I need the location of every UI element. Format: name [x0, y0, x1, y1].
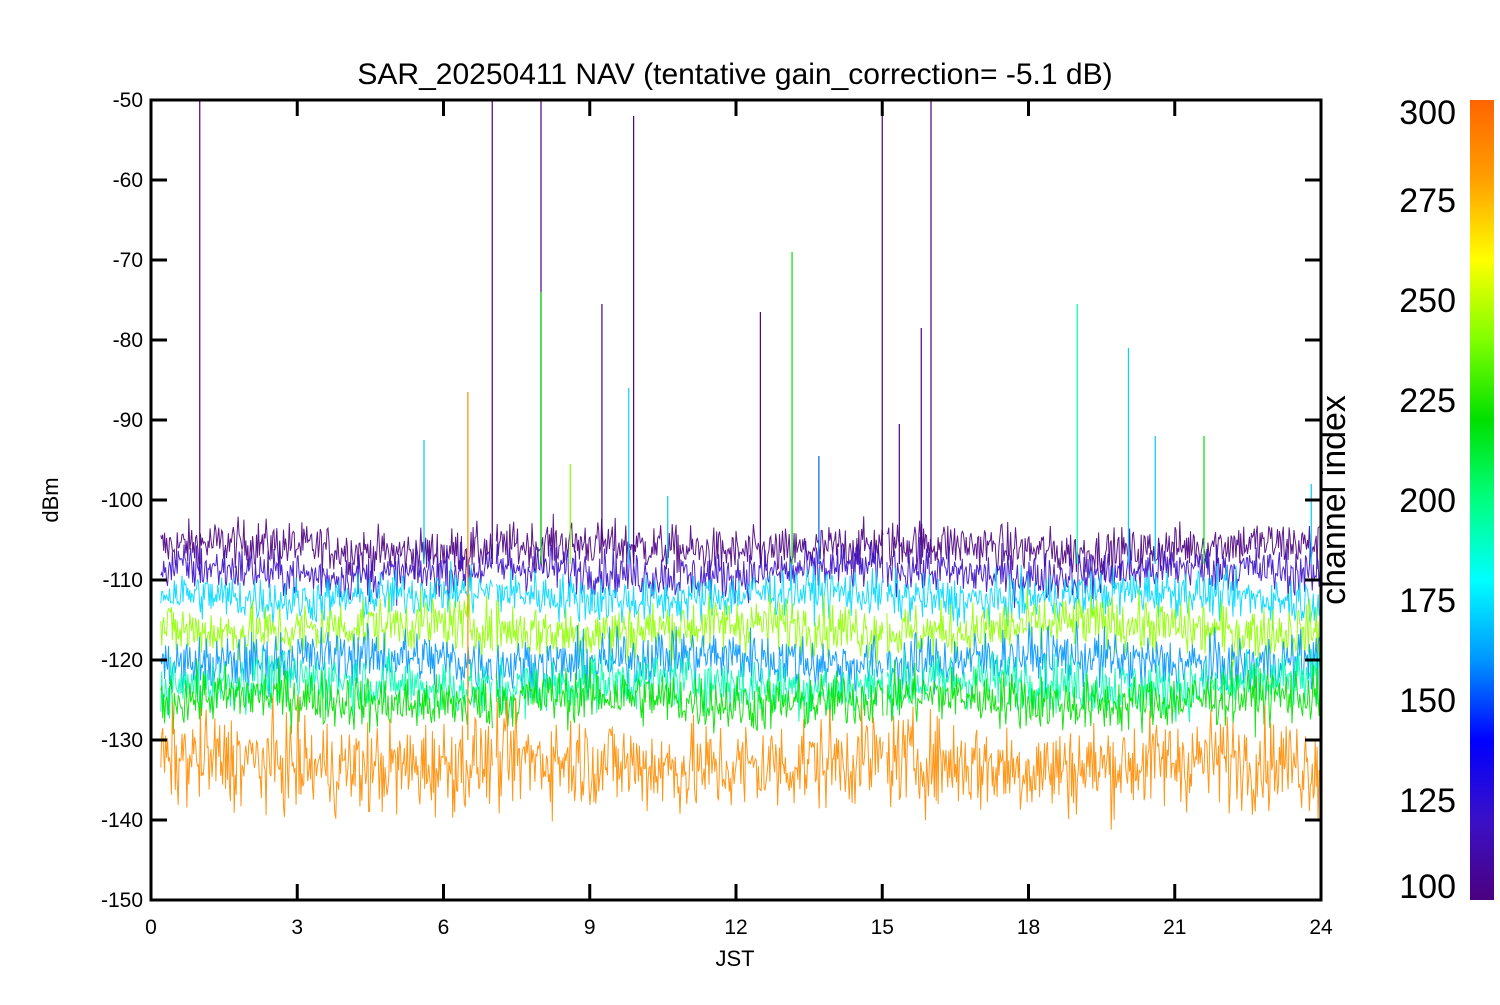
series-line — [886, 659, 1321, 738]
series-line — [160, 539, 493, 606]
y-tick-label: -60 — [113, 169, 143, 192]
y-axis-label: dBm — [38, 477, 63, 522]
colorbar-tick-label: 275 — [1399, 182, 1456, 220]
series-line — [160, 656, 493, 735]
y-tick-label: -70 — [113, 249, 143, 272]
series-line — [160, 588, 493, 663]
colorbar-tick-label: 200 — [1399, 482, 1456, 520]
colorbar-tick-label: 100 — [1399, 868, 1456, 906]
x-tick-label: 24 — [1309, 916, 1333, 939]
y-axis: -50 -60 -70 -80 -90 -100 -110 -120 -130 -140 -150 — [101, 89, 1321, 912]
y-tick-label: -150 — [101, 889, 143, 912]
series-line — [886, 536, 1321, 608]
series-line — [886, 620, 1321, 695]
series-line — [160, 516, 493, 583]
series-line — [495, 562, 884, 627]
colorbar — [1470, 100, 1494, 900]
series-line — [495, 697, 884, 822]
x-tick-label: 15 — [871, 916, 894, 939]
colorbar-tick-label: 150 — [1399, 682, 1456, 720]
series-band — [160, 656, 1321, 738]
x-tick-label: 18 — [1017, 916, 1040, 939]
colorbar-tick-label: 175 — [1399, 582, 1456, 620]
series-line — [495, 593, 884, 667]
colorbar-tick-label: 125 — [1399, 782, 1456, 820]
series-band — [160, 560, 1321, 631]
colorbar-tick-label: 300 — [1399, 94, 1456, 132]
x-tick-label: 21 — [1163, 916, 1186, 939]
chart-title: SAR_20250411 NAV (tentative gain_correct… — [357, 58, 1112, 91]
series-line — [495, 657, 884, 734]
y-tick-label: -140 — [101, 809, 143, 832]
series-band — [160, 620, 1321, 703]
x-axis: 0 3 6 9 12 15 18 21 24 — [145, 100, 1333, 939]
x-tick-label: 3 — [291, 916, 303, 939]
y-tick-label: -120 — [101, 649, 143, 672]
y-tick-label: -110 — [103, 569, 143, 592]
series-line — [495, 513, 884, 574]
x-axis-label: JST — [715, 946, 754, 971]
y-tick-label: -90 — [113, 409, 143, 432]
y-tick-label: -50 — [113, 89, 143, 112]
x-tick-label: 0 — [145, 916, 157, 939]
x-tick-label: 9 — [584, 916, 596, 939]
y-tick-label: -80 — [113, 329, 143, 352]
x-tick-label: 12 — [724, 916, 747, 939]
series-line — [160, 696, 493, 819]
series-line — [886, 563, 1321, 631]
series-line — [886, 704, 1321, 830]
series-line — [886, 520, 1321, 582]
series-band — [160, 588, 1321, 667]
series-line — [495, 648, 884, 722]
x-tick-label: 6 — [438, 916, 450, 939]
series-line — [886, 588, 1321, 667]
colorbar-label: channel index — [1315, 395, 1353, 605]
series-line — [160, 560, 493, 626]
series-line — [495, 625, 884, 703]
plot-area — [160, 100, 1321, 830]
colorbar-tick-label: 250 — [1399, 282, 1456, 320]
colorbar-ticks: 300 275 250 225 200 175 150 125 100 — [1399, 94, 1456, 906]
series-band — [160, 696, 1321, 830]
y-tick-label: -130 — [101, 729, 143, 752]
y-tick-label: -100 — [101, 489, 143, 512]
colorbar-tick-label: 225 — [1399, 382, 1456, 420]
series-line — [160, 623, 493, 698]
